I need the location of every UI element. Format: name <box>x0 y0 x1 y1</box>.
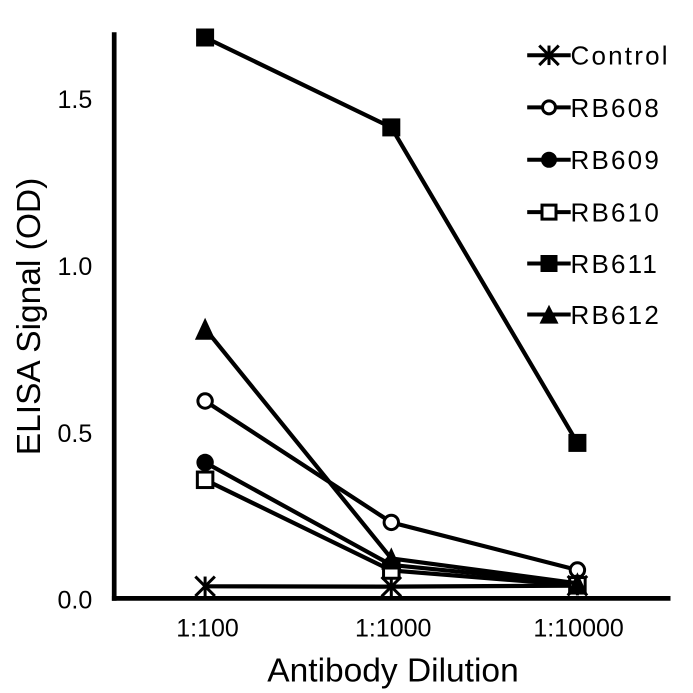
svg-text:1.0: 1.0 <box>58 253 93 281</box>
svg-text:RB612: RB612 <box>571 300 662 330</box>
svg-text:ELISA Signal (OD): ELISA Signal (OD) <box>11 178 48 455</box>
svg-text:1:100: 1:100 <box>176 615 239 643</box>
svg-text:1:10000: 1:10000 <box>533 615 623 643</box>
svg-text:RB609: RB609 <box>571 145 662 175</box>
svg-text:RB611: RB611 <box>571 249 660 279</box>
svg-text:RB610: RB610 <box>571 197 662 227</box>
svg-text:1.5: 1.5 <box>58 86 93 114</box>
svg-text:1:1000: 1:1000 <box>355 615 431 643</box>
svg-text:0.5: 0.5 <box>58 420 93 448</box>
svg-text:Antibody Dilution: Antibody Dilution <box>267 652 518 689</box>
svg-text:RB608: RB608 <box>571 93 662 123</box>
svg-text:Control: Control <box>571 40 670 70</box>
svg-text:0.0: 0.0 <box>58 586 93 614</box>
